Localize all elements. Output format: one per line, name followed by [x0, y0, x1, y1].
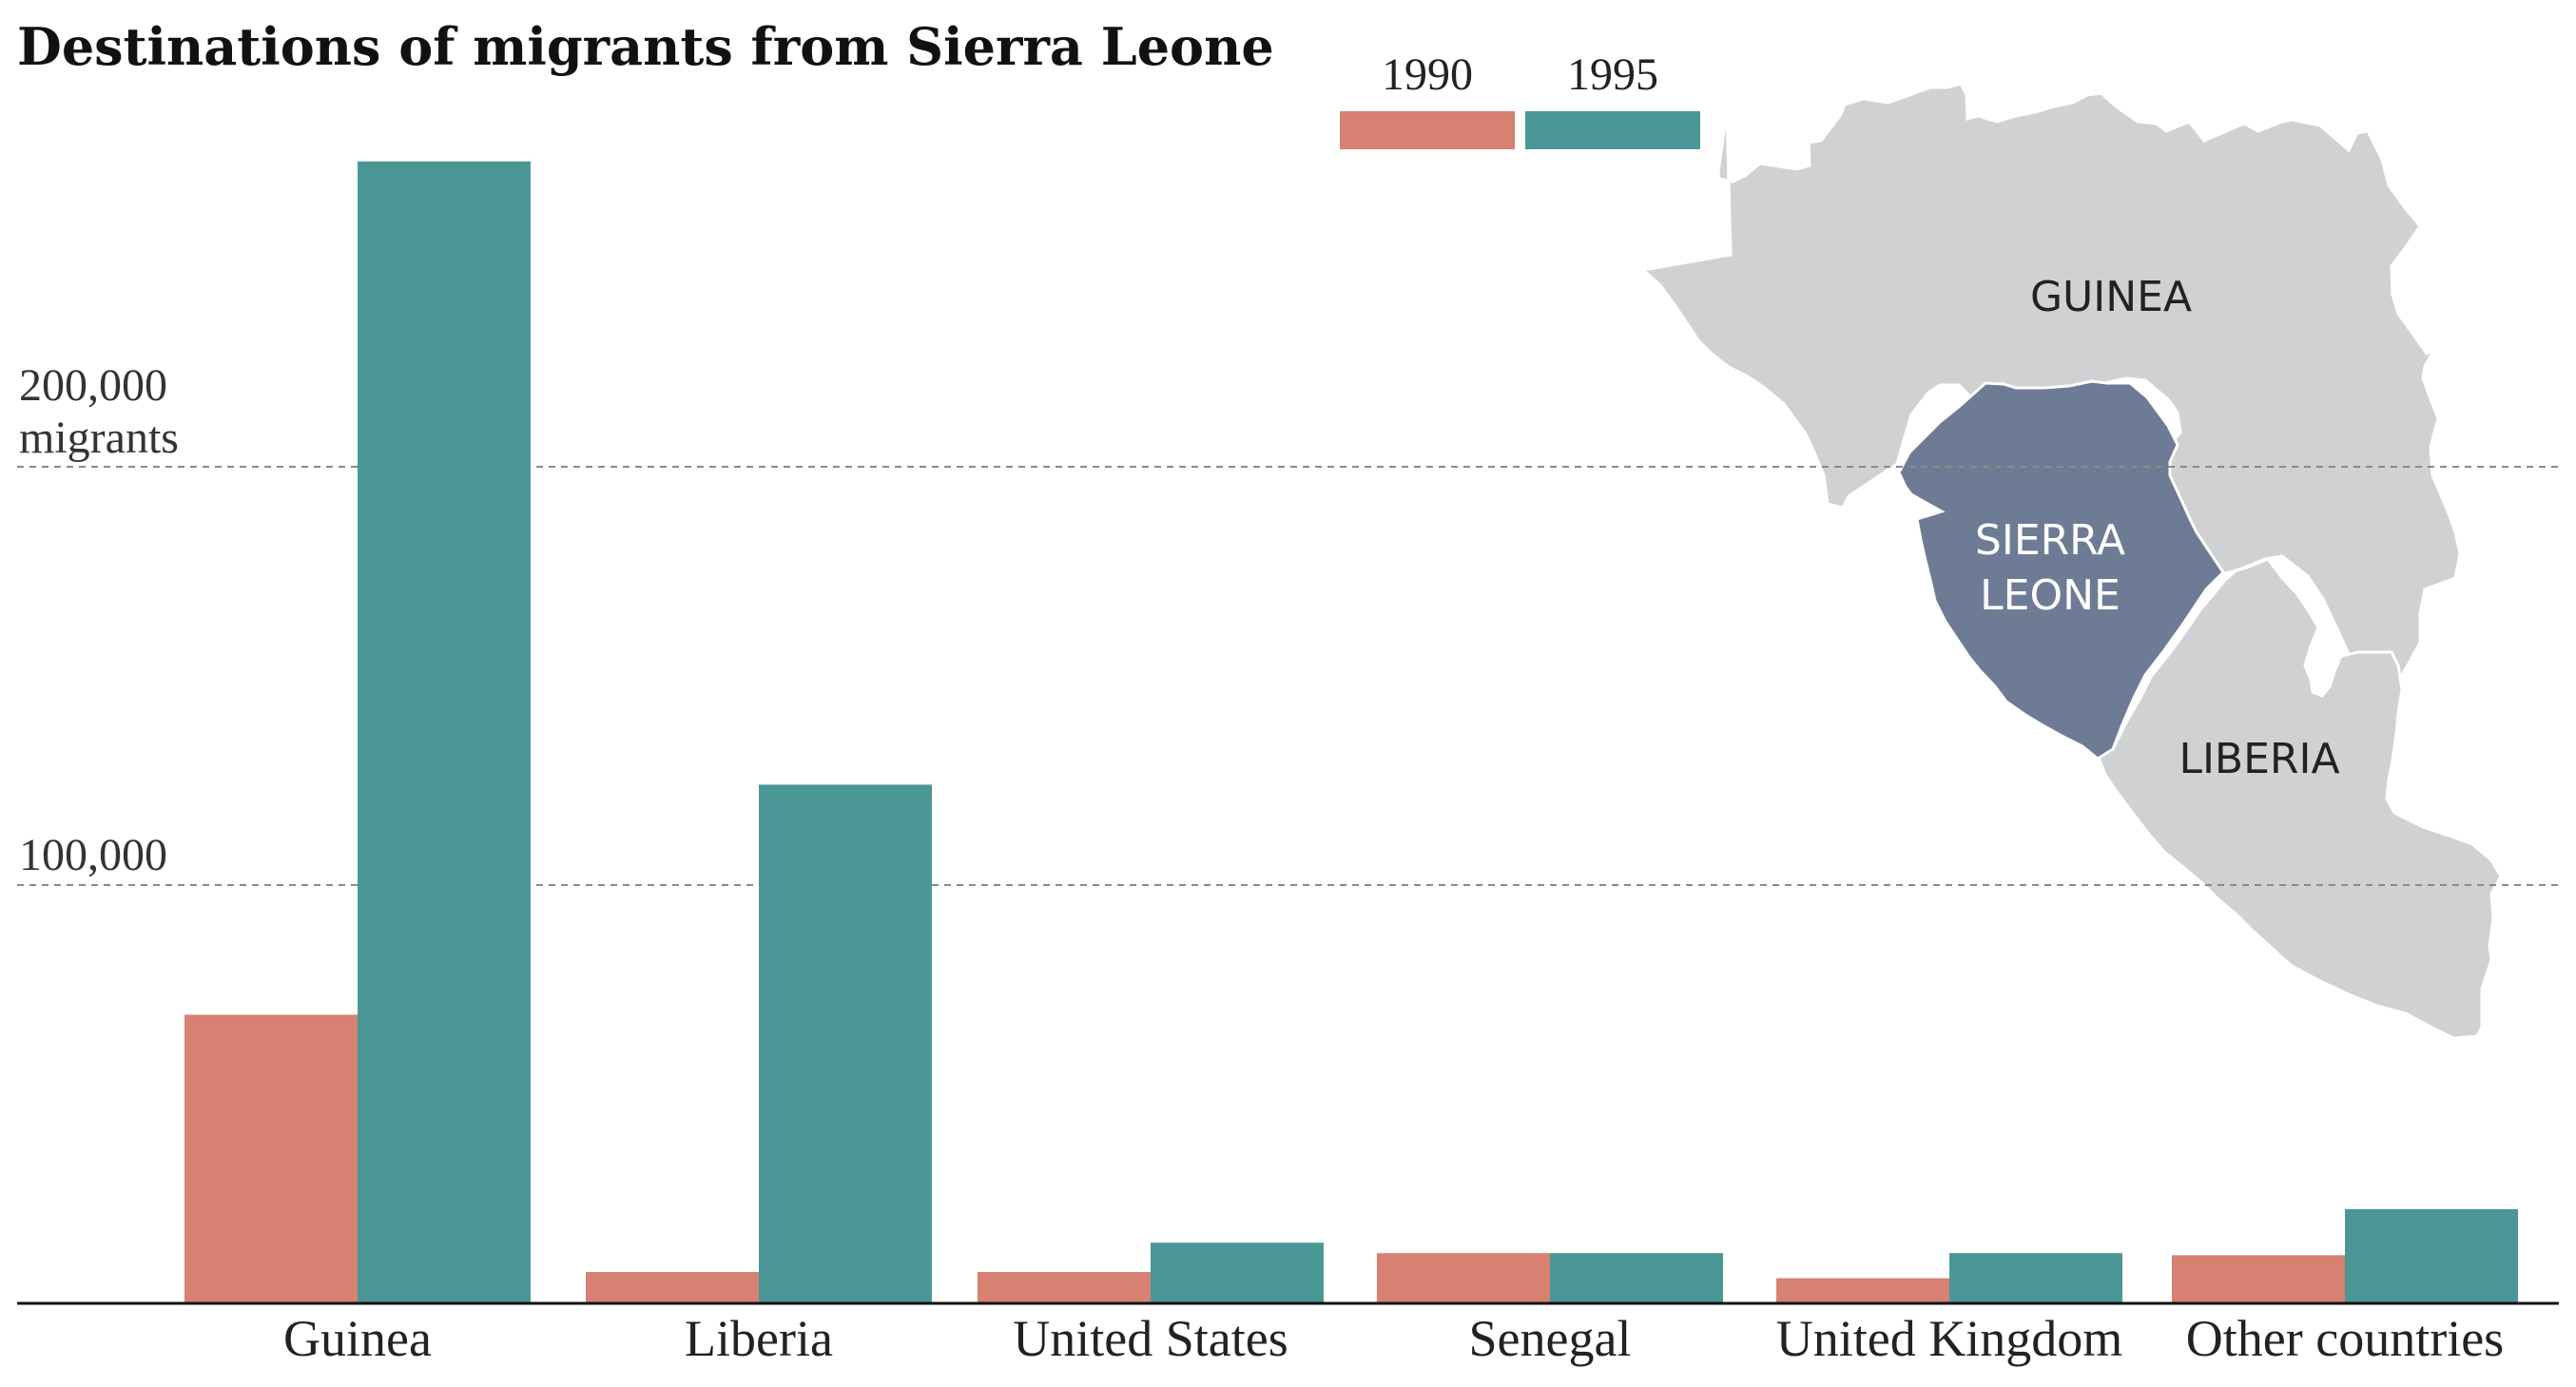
x-tick-label: United Kingdom [1776, 1310, 2122, 1367]
bar-1995-guinea [358, 161, 531, 1303]
map-label-guinea: GUINEA [2030, 273, 2192, 321]
legend-swatch-1990 [1340, 111, 1515, 149]
legend-label-1995: 1995 [1567, 49, 1658, 100]
inset-map: GUINEA SIERRA LEONE LIBERIA [1639, 82, 2503, 1040]
bar-1995-senegal [1550, 1253, 1723, 1303]
bar-1990-other-countries [2172, 1255, 2345, 1303]
x-tick-label: Other countries [2186, 1310, 2504, 1367]
map-liberia [2097, 557, 2503, 1040]
chart-title: Destinations of migrants from Sierra Leo… [17, 16, 1274, 77]
bar-1995-united-kingdom [1949, 1253, 2122, 1303]
map-label-liberia: LIBERIA [2179, 735, 2339, 783]
bar-1990-united-states [978, 1272, 1151, 1303]
y-tick-label: 100,000 [19, 830, 167, 880]
category-labels: Guinea Liberia United States Senegal United … [283, 1310, 2504, 1367]
map-label-sierra-leone-2: LEONE [1980, 571, 2121, 620]
y-unit-label: migrants [19, 413, 179, 463]
y-tick-label: 200,000 [19, 360, 167, 411]
x-tick-label: United States [1013, 1310, 1288, 1367]
x-tick-label: Liberia [685, 1310, 833, 1367]
map-sierra-leone [1897, 379, 2225, 761]
bar-1990-guinea [184, 1014, 358, 1303]
bar-1990-liberia [586, 1272, 759, 1303]
bar-1995-united-states [1151, 1243, 1324, 1303]
map-label-sierra-leone-1: SIERRA [1975, 516, 2125, 565]
legend-label-1990: 1990 [1382, 49, 1473, 100]
bars [184, 161, 2518, 1303]
x-tick-label: Senegal [1469, 1310, 1632, 1367]
legend-swatch-1995 [1525, 111, 1700, 149]
x-tick-label: Guinea [283, 1310, 432, 1367]
bar-1990-united-kingdom [1776, 1278, 1949, 1303]
legend: 1990 1995 [1340, 49, 1700, 149]
bar-1990-senegal [1377, 1253, 1550, 1303]
bar-1995-liberia [759, 784, 932, 1303]
bar-1995-other-countries [2345, 1209, 2518, 1303]
